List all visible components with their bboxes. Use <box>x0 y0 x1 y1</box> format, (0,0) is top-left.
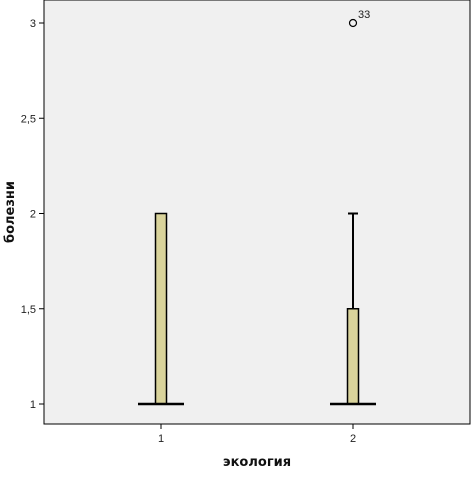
box-body <box>346 308 360 405</box>
x-tick-label: 1 <box>158 433 164 445</box>
y-tick-label: 1,5 <box>21 304 36 316</box>
outlier-label: 33 <box>358 9 370 21</box>
x-tick-label: 2 <box>350 433 356 445</box>
y-axis: 1 1,5 2 2,5 3 <box>21 18 44 411</box>
plot-area <box>43 0 471 425</box>
y-tick-label: 1 <box>30 399 36 411</box>
outlier-point <box>348 18 358 28</box>
boxes: 33 <box>138 9 376 406</box>
box-body <box>154 212 168 405</box>
box-2: 33 <box>330 9 376 406</box>
y-tick-label: 2 <box>30 209 36 221</box>
y-tick-label: 2,5 <box>21 113 36 125</box>
x-axis-title: экология <box>223 455 291 470</box>
y-axis-title: болезни <box>3 181 18 243</box>
box-1 <box>138 212 184 406</box>
y-tick-label: 3 <box>30 18 36 30</box>
